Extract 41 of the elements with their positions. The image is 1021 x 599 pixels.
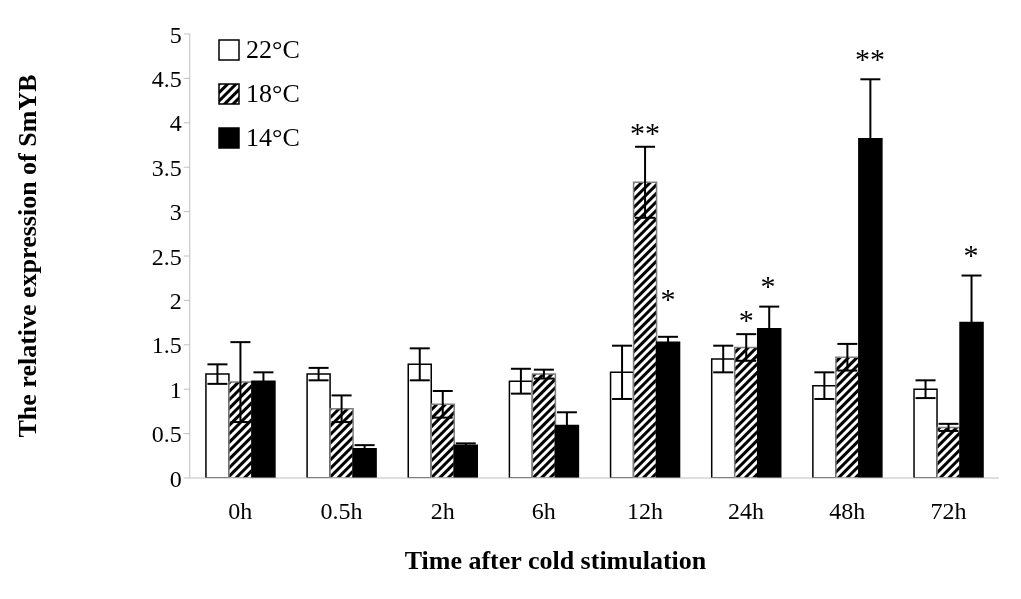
x-tick-label: 12h bbox=[626, 498, 663, 525]
bar bbox=[632, 181, 658, 478]
y-tick-label: 1 bbox=[169, 376, 182, 403]
bar bbox=[733, 346, 759, 478]
y-tick-label: 4 bbox=[169, 110, 182, 137]
annotation: ** bbox=[630, 115, 661, 149]
x-tick-label: 6h bbox=[531, 498, 556, 525]
legend-label: 18°C bbox=[246, 79, 300, 109]
annotation: * bbox=[760, 268, 776, 302]
bar bbox=[936, 426, 961, 478]
annotation: ** bbox=[855, 41, 885, 75]
annotation: * bbox=[738, 303, 754, 337]
y-tick-label: 5 bbox=[169, 21, 182, 48]
x-tick-label: 24h bbox=[728, 498, 765, 525]
bar bbox=[835, 356, 860, 478]
bar bbox=[453, 444, 478, 478]
y-tick-label: 3 bbox=[169, 199, 182, 226]
x-axis-title: Time after cold stimulation bbox=[403, 546, 708, 576]
bar bbox=[228, 381, 253, 478]
y-tick-label: 3.5 bbox=[151, 154, 182, 181]
bar bbox=[352, 447, 377, 478]
bar bbox=[430, 403, 455, 478]
x-tick-label: 72h bbox=[930, 498, 967, 525]
x-tick-label: 2h bbox=[430, 498, 455, 525]
x-tick-label: 0.5h bbox=[320, 498, 363, 525]
bar bbox=[531, 373, 557, 478]
x-tick-label: 0h bbox=[228, 498, 253, 525]
y-tick-label: 0.5 bbox=[151, 421, 182, 448]
y-tick-label: 4.5 bbox=[151, 65, 182, 92]
bar bbox=[329, 407, 354, 478]
y-tick-label: 2 bbox=[169, 287, 182, 314]
legend-label: 14°C bbox=[246, 123, 300, 153]
annotation: * bbox=[963, 237, 979, 271]
annotation: * bbox=[660, 281, 676, 315]
y-tick-label: 1.5 bbox=[151, 332, 182, 359]
y-tick-label: 0 bbox=[169, 465, 182, 492]
legend-label: 22°C bbox=[246, 35, 300, 65]
y-tick-label: 2.5 bbox=[151, 243, 182, 270]
x-tick-label: 48h bbox=[829, 498, 866, 525]
y-axis-title: The relative expression of SmYB bbox=[13, 74, 43, 438]
bar bbox=[655, 341, 681, 478]
